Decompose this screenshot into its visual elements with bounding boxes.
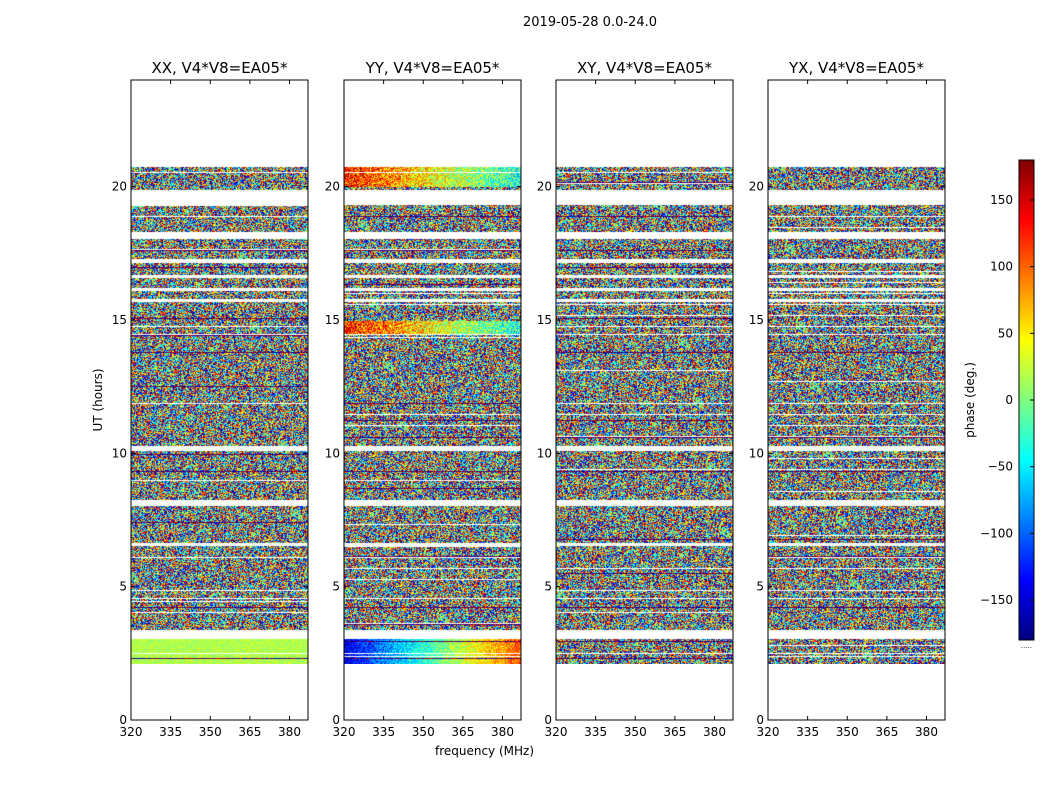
- colorbar-tick-label: 0: [1005, 393, 1013, 407]
- x-tick-label: 365: [238, 725, 261, 739]
- y-tick-label: 5: [119, 580, 127, 594]
- colorbar-tick-label: −150: [980, 593, 1013, 607]
- y-tick-label: 15: [325, 313, 340, 327]
- colorbar-label: phase (deg.): [963, 362, 977, 438]
- colorbar-tick-label: 50: [998, 326, 1013, 340]
- x-tick-label: 365: [451, 725, 474, 739]
- y-tick-label: 15: [537, 313, 552, 327]
- x-tick-label: 350: [836, 725, 859, 739]
- axes-frame: [555, 79, 734, 721]
- x-tick-label: 365: [875, 725, 898, 739]
- colorbar-tick-label: 100: [990, 260, 1013, 274]
- y-tick-label: 0: [332, 713, 340, 727]
- heatmap-image: [556, 128, 733, 664]
- x-tick-label: 365: [663, 725, 686, 739]
- colorbar-note: .....: [1021, 642, 1032, 650]
- y-tick-label: 5: [332, 580, 340, 594]
- panel-1: YY, V4*V8=EA05* 320 335 350 365 380 0 5 10 15 20 fr…: [325, 59, 534, 758]
- y-tick-label: 10: [537, 446, 552, 460]
- panel-3: YX, V4*V8=EA05* 320 335 350 365 380 0 5 10 15 20: [749, 59, 946, 739]
- x-tick-label: 335: [372, 725, 395, 739]
- panel-title: YX, V4*V8=EA05*: [788, 59, 924, 77]
- y-axis-label: UT (hours): [91, 368, 105, 431]
- panel-title: XX, V4*V8=EA05*: [151, 59, 288, 77]
- y-tick-label: 20: [749, 180, 764, 194]
- x-tick-label: 380: [278, 725, 301, 739]
- y-tick-label: 20: [112, 180, 127, 194]
- panel-title: YY, V4*V8=EA05*: [365, 59, 500, 77]
- colorbar: 150 100 50 0 −50 −100 −150 phase (deg.).....: [963, 159, 1035, 650]
- x-tick-label: 335: [159, 725, 182, 739]
- x-tick-label: 335: [584, 725, 607, 739]
- y-tick-label: 15: [749, 313, 764, 327]
- x-tick-label: 350: [412, 725, 435, 739]
- y-tick-label: 15: [112, 313, 127, 327]
- x-tick-label: 335: [796, 725, 819, 739]
- panel-0: XX, V4*V8=EA05* 320 335 350 365 380 0 5 10 15 20 UT…: [91, 59, 309, 739]
- x-tick-label: 380: [491, 725, 514, 739]
- x-tick-label: 320: [757, 725, 780, 739]
- heatmap-image: [131, 128, 308, 664]
- x-tick-label: 320: [333, 725, 356, 739]
- axes-frame: [343, 79, 522, 721]
- x-tick-label: 350: [199, 725, 222, 739]
- y-tick-label: 20: [537, 180, 552, 194]
- heatmap-image: [344, 128, 521, 664]
- y-tick-label: 0: [544, 713, 552, 727]
- panel-title: XY, V4*V8=EA05*: [577, 59, 712, 77]
- y-tick-label: 5: [756, 580, 764, 594]
- x-tick-label: 380: [703, 725, 726, 739]
- y-tick-label: 10: [325, 446, 340, 460]
- y-tick-label: 10: [112, 446, 127, 460]
- x-tick-label: 320: [545, 725, 568, 739]
- x-tick-label: 350: [624, 725, 647, 739]
- y-tick-label: 5: [544, 580, 552, 594]
- y-tick-label: 0: [119, 713, 127, 727]
- y-tick-label: 0: [756, 713, 764, 727]
- panel-2: XY, V4*V8=EA05* 320 335 350 365 380 0 5 10 15 20: [537, 59, 734, 739]
- axes-frame: [767, 79, 946, 721]
- figure-title: 2019-05-28 0.0-24.0: [523, 15, 657, 30]
- x-tick-label: 320: [120, 725, 143, 739]
- heatmap-image: [768, 128, 945, 664]
- colorbar-tick-label: −50: [988, 460, 1013, 474]
- y-tick-label: 20: [325, 180, 340, 194]
- x-axis-label: frequency (MHz): [435, 744, 534, 758]
- y-tick-label: 10: [749, 446, 764, 460]
- panels: XX, V4*V8=EA05* 320 335 350 365 380 0 5 10 15 20 UT…: [91, 59, 946, 758]
- colorbar-tick-label: −100: [980, 526, 1013, 540]
- colorbar-tick-label: 150: [990, 193, 1013, 207]
- x-tick-label: 380: [915, 725, 938, 739]
- axes-frame: [130, 79, 309, 721]
